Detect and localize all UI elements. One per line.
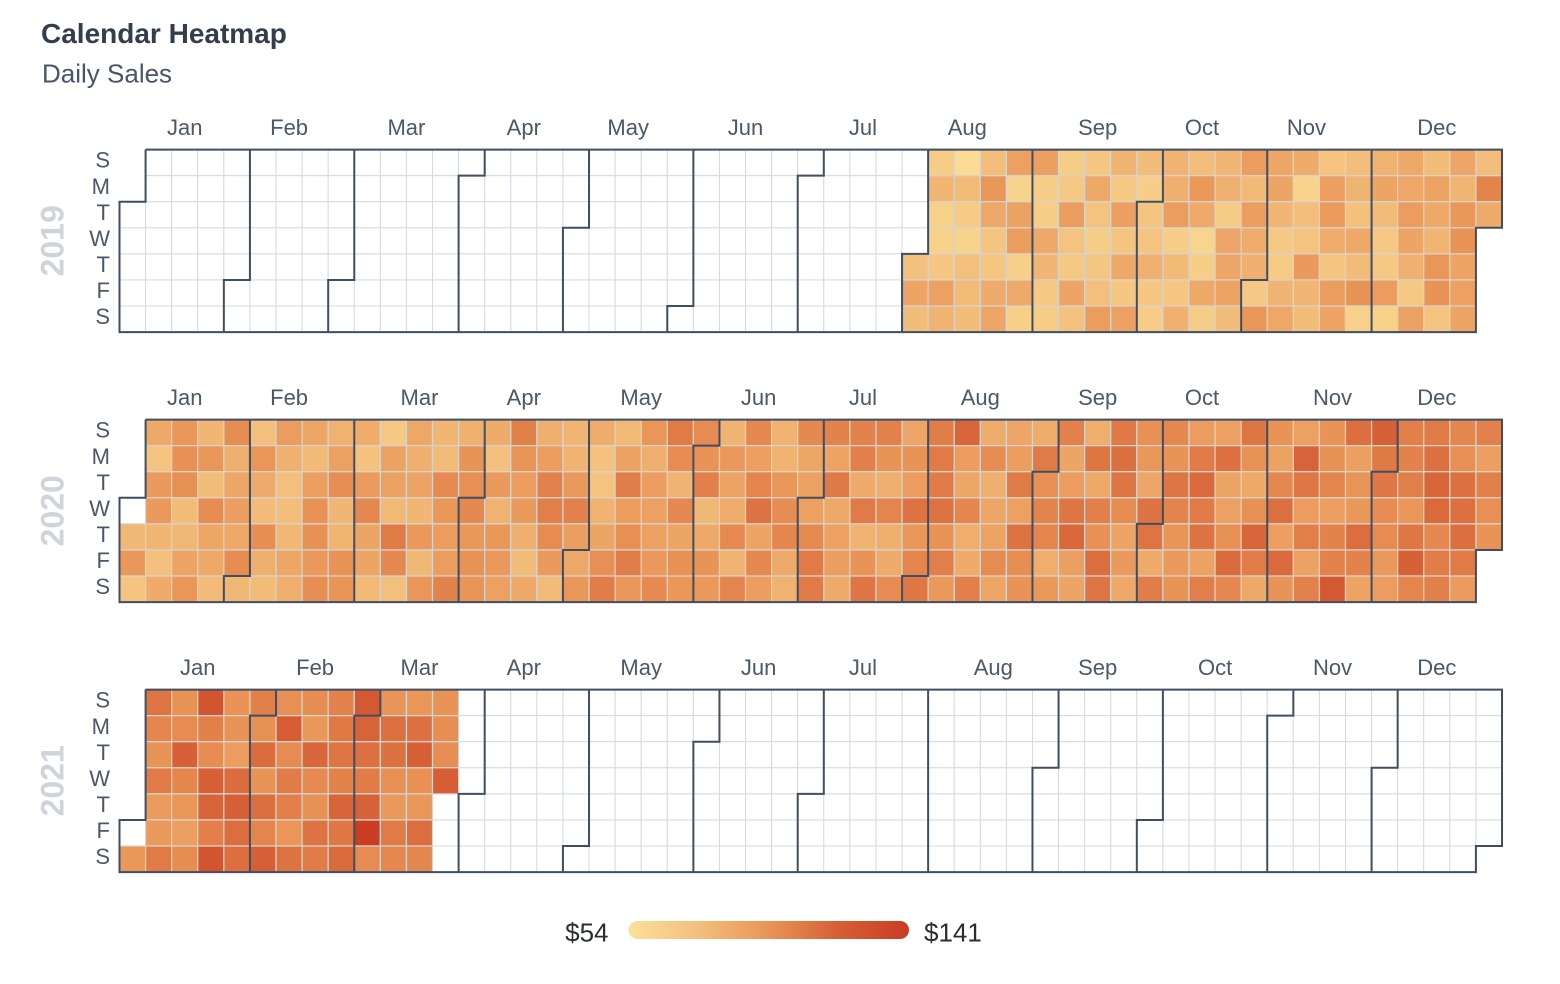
svg-text:$54: $54 [565, 918, 608, 948]
svg-text:Nov: Nov [1313, 385, 1352, 410]
svg-text:Feb: Feb [270, 115, 308, 140]
svg-text:May: May [620, 655, 662, 680]
svg-text:F: F [97, 278, 110, 303]
svg-text:T: T [97, 200, 110, 225]
svg-text:T: T [97, 470, 110, 495]
svg-text:Oct: Oct [1185, 385, 1219, 410]
svg-text:Jan: Jan [180, 655, 215, 680]
svg-text:Jan: Jan [167, 385, 202, 410]
svg-text:Aug: Aug [948, 115, 987, 140]
svg-text:S: S [95, 148, 110, 173]
svg-text:Mar: Mar [401, 385, 439, 410]
svg-text:Feb: Feb [296, 655, 334, 680]
svg-text:W: W [89, 496, 110, 521]
svg-text:Jun: Jun [741, 655, 776, 680]
svg-text:Nov: Nov [1287, 115, 1326, 140]
svg-text:Dec: Dec [1417, 655, 1456, 680]
svg-text:Aug: Aug [974, 655, 1013, 680]
svg-text:Calendar Heatmap: Calendar Heatmap [41, 18, 287, 49]
svg-text:Jul: Jul [849, 385, 877, 410]
svg-text:S: S [95, 574, 110, 599]
svg-text:T: T [97, 792, 110, 817]
svg-text:S: S [95, 844, 110, 869]
svg-text:Mar: Mar [401, 655, 439, 680]
svg-text:Nov: Nov [1313, 655, 1352, 680]
svg-text:Mar: Mar [387, 115, 425, 140]
svg-text:Jul: Jul [849, 115, 877, 140]
svg-text:S: S [95, 688, 110, 713]
svg-text:$141: $141 [924, 918, 982, 948]
svg-text:2021: 2021 [35, 745, 71, 816]
svg-text:S: S [95, 304, 110, 329]
svg-text:Dec: Dec [1417, 115, 1456, 140]
svg-text:Oct: Oct [1198, 655, 1232, 680]
svg-text:M: M [92, 444, 110, 469]
svg-text:M: M [92, 714, 110, 739]
svg-text:F: F [97, 818, 110, 843]
svg-text:Jun: Jun [728, 115, 763, 140]
svg-text:S: S [95, 418, 110, 443]
svg-text:T: T [97, 522, 110, 547]
svg-text:Apr: Apr [507, 115, 541, 140]
svg-text:W: W [89, 226, 110, 251]
svg-text:Jul: Jul [849, 655, 877, 680]
svg-text:2020: 2020 [35, 475, 71, 546]
svg-text:Jun: Jun [741, 385, 776, 410]
svg-text:Sep: Sep [1078, 655, 1117, 680]
svg-text:T: T [97, 740, 110, 765]
svg-text:Oct: Oct [1185, 115, 1219, 140]
svg-text:Daily Sales: Daily Sales [42, 59, 172, 89]
svg-text:Apr: Apr [507, 655, 541, 680]
svg-text:M: M [92, 174, 110, 199]
svg-text:Dec: Dec [1417, 385, 1456, 410]
svg-text:2019: 2019 [35, 205, 71, 276]
svg-text:May: May [607, 115, 649, 140]
svg-text:Sep: Sep [1078, 385, 1117, 410]
svg-text:F: F [97, 548, 110, 573]
svg-text:Aug: Aug [961, 385, 1000, 410]
svg-text:W: W [89, 766, 110, 791]
svg-text:Jan: Jan [167, 115, 202, 140]
svg-text:T: T [97, 252, 110, 277]
svg-text:Feb: Feb [270, 385, 308, 410]
svg-text:May: May [620, 385, 662, 410]
svg-text:Apr: Apr [507, 385, 541, 410]
svg-text:Sep: Sep [1078, 115, 1117, 140]
